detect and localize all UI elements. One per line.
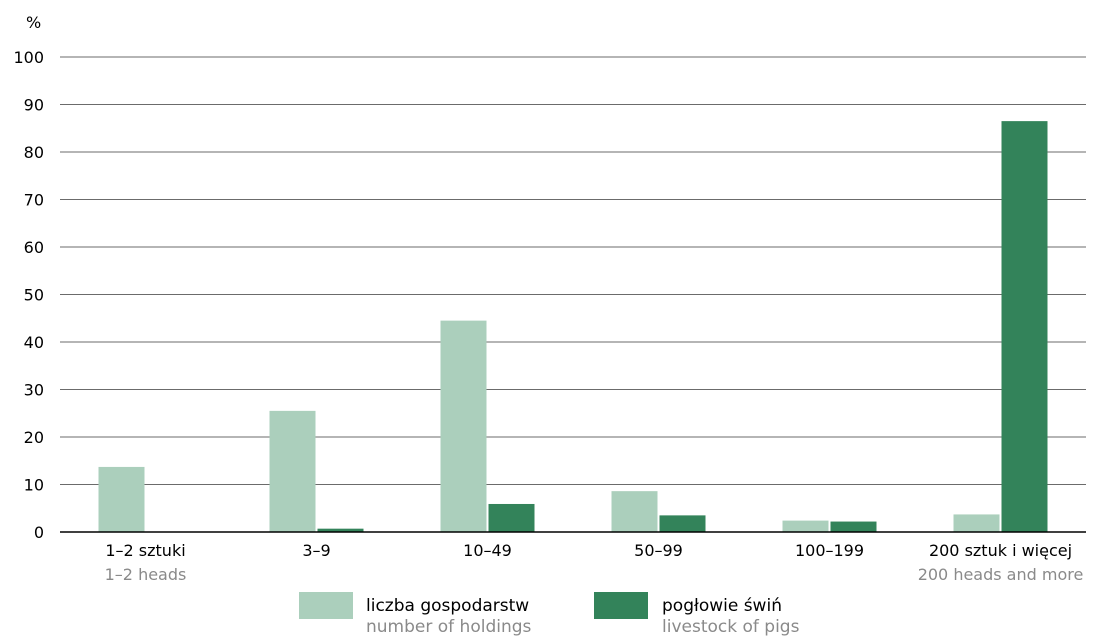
y-axis-tick-labels: 0 10 20 30 40 50 60 70 80 90 100 bbox=[13, 48, 44, 542]
y-tick-label-90: 90 bbox=[24, 96, 44, 115]
y-tick-label-40: 40 bbox=[24, 333, 44, 352]
x-tick-label-1: 3–9 bbox=[302, 541, 330, 560]
bar-pigs-1 bbox=[317, 528, 364, 532]
bar-holdings-3 bbox=[611, 491, 658, 532]
legend-sublabel-number-of-holdings: number of holdings bbox=[366, 617, 532, 636]
bar-holdings-2 bbox=[440, 320, 487, 532]
x-tick-label-0: 1–2 sztuki bbox=[105, 541, 185, 560]
x-tick-label-4: 100–199 bbox=[795, 541, 864, 560]
x-tick-sublabel-5: 200 heads and more bbox=[918, 565, 1084, 584]
bar-pigs-4 bbox=[830, 521, 877, 532]
y-axis-unit: % bbox=[26, 13, 41, 32]
bar-pigs-2 bbox=[488, 503, 535, 532]
y-tick-label-20: 20 bbox=[24, 428, 44, 447]
bar-holdings-1 bbox=[269, 410, 316, 532]
legend-swatch-livestock-of-pigs bbox=[594, 592, 648, 619]
y-tick-label-100: 100 bbox=[13, 48, 44, 67]
x-tick-label-3: 50–99 bbox=[634, 541, 683, 560]
legend-swatch-number-of-holdings bbox=[299, 592, 353, 619]
x-tick-label-2: 10–49 bbox=[463, 541, 512, 560]
y-tick-label-50: 50 bbox=[24, 286, 44, 305]
x-axis-category-labels: 1–2 sztuki 1–2 heads 3–9 10–49 50–99 100–199 2… bbox=[105, 541, 1084, 584]
legend-label-number-of-holdings: liczba gospodarstw bbox=[366, 596, 529, 616]
bar-pigs-5 bbox=[1001, 121, 1048, 532]
y-tick-label-80: 80 bbox=[24, 143, 44, 162]
y-tick-label-0: 0 bbox=[34, 523, 44, 542]
x-tick-sublabel-0: 1–2 heads bbox=[105, 565, 187, 584]
legend-sublabel-livestock-of-pigs: livestock of pigs bbox=[662, 617, 800, 636]
bar-holdings-0 bbox=[98, 466, 145, 532]
y-tick-label-30: 30 bbox=[24, 381, 44, 400]
bar-holdings-5 bbox=[953, 514, 1000, 532]
y-tick-label-10: 10 bbox=[24, 476, 44, 495]
y-tick-label-70: 70 bbox=[24, 191, 44, 210]
x-tick-label-5: 200 sztuk i więcej bbox=[929, 541, 1072, 560]
legend: liczba gospodarstw number of holdings po… bbox=[299, 592, 800, 636]
y-tick-label-60: 60 bbox=[24, 238, 44, 257]
bar-holdings-4 bbox=[782, 520, 829, 532]
bar-pigs-3 bbox=[659, 515, 706, 532]
gridlines bbox=[60, 56, 1086, 485]
legend-label-livestock-of-pigs: pogłowie świń bbox=[662, 596, 782, 616]
bars bbox=[98, 121, 1048, 532]
